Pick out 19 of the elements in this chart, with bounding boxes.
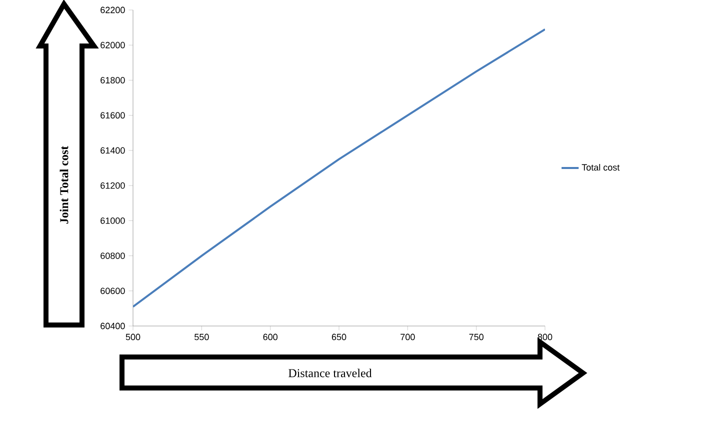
x-tick-label: 700 xyxy=(400,334,415,340)
y-tick-label: 61400 xyxy=(100,147,125,154)
legend-label: Total cost xyxy=(582,164,620,171)
x-axis-title: Distance traveled xyxy=(288,368,372,378)
y-tick-label: 62200 xyxy=(100,6,125,14)
y-tick-label: 61800 xyxy=(100,77,125,84)
y-tick-label: 60400 xyxy=(100,322,125,330)
x-tick-label: 650 xyxy=(332,334,346,340)
x-tick-label: 750 xyxy=(469,334,484,340)
y-tick-label: 61200 xyxy=(100,182,125,189)
y-tick-label: 62000 xyxy=(100,42,125,48)
y-axis-title: Joint Total cost xyxy=(60,146,68,224)
x-tick-label: 500 xyxy=(126,334,140,340)
x-tick-label: 600 xyxy=(263,334,278,340)
y-tick-label: 60800 xyxy=(100,252,125,259)
y-tick-label: 61600 xyxy=(100,112,125,119)
x-tick-label: 550 xyxy=(194,334,209,340)
y-tick-label: 61000 xyxy=(100,217,125,224)
y-tick-label: 60600 xyxy=(100,288,125,294)
